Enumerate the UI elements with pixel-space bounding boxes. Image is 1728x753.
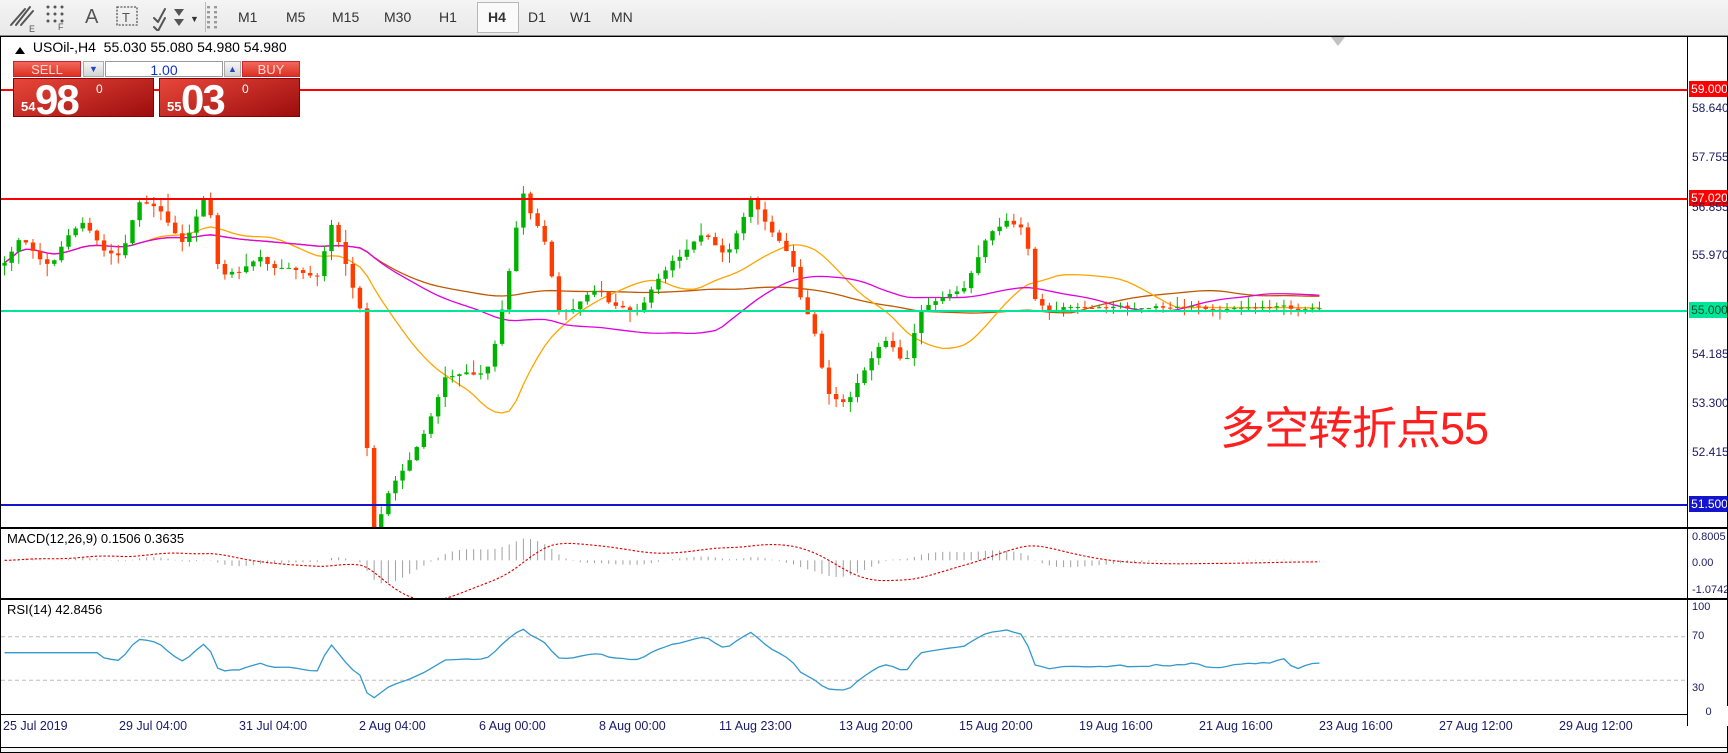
- svg-text:T: T: [122, 10, 130, 25]
- svg-text:E: E: [29, 24, 35, 33]
- svg-text:F: F: [58, 22, 64, 31]
